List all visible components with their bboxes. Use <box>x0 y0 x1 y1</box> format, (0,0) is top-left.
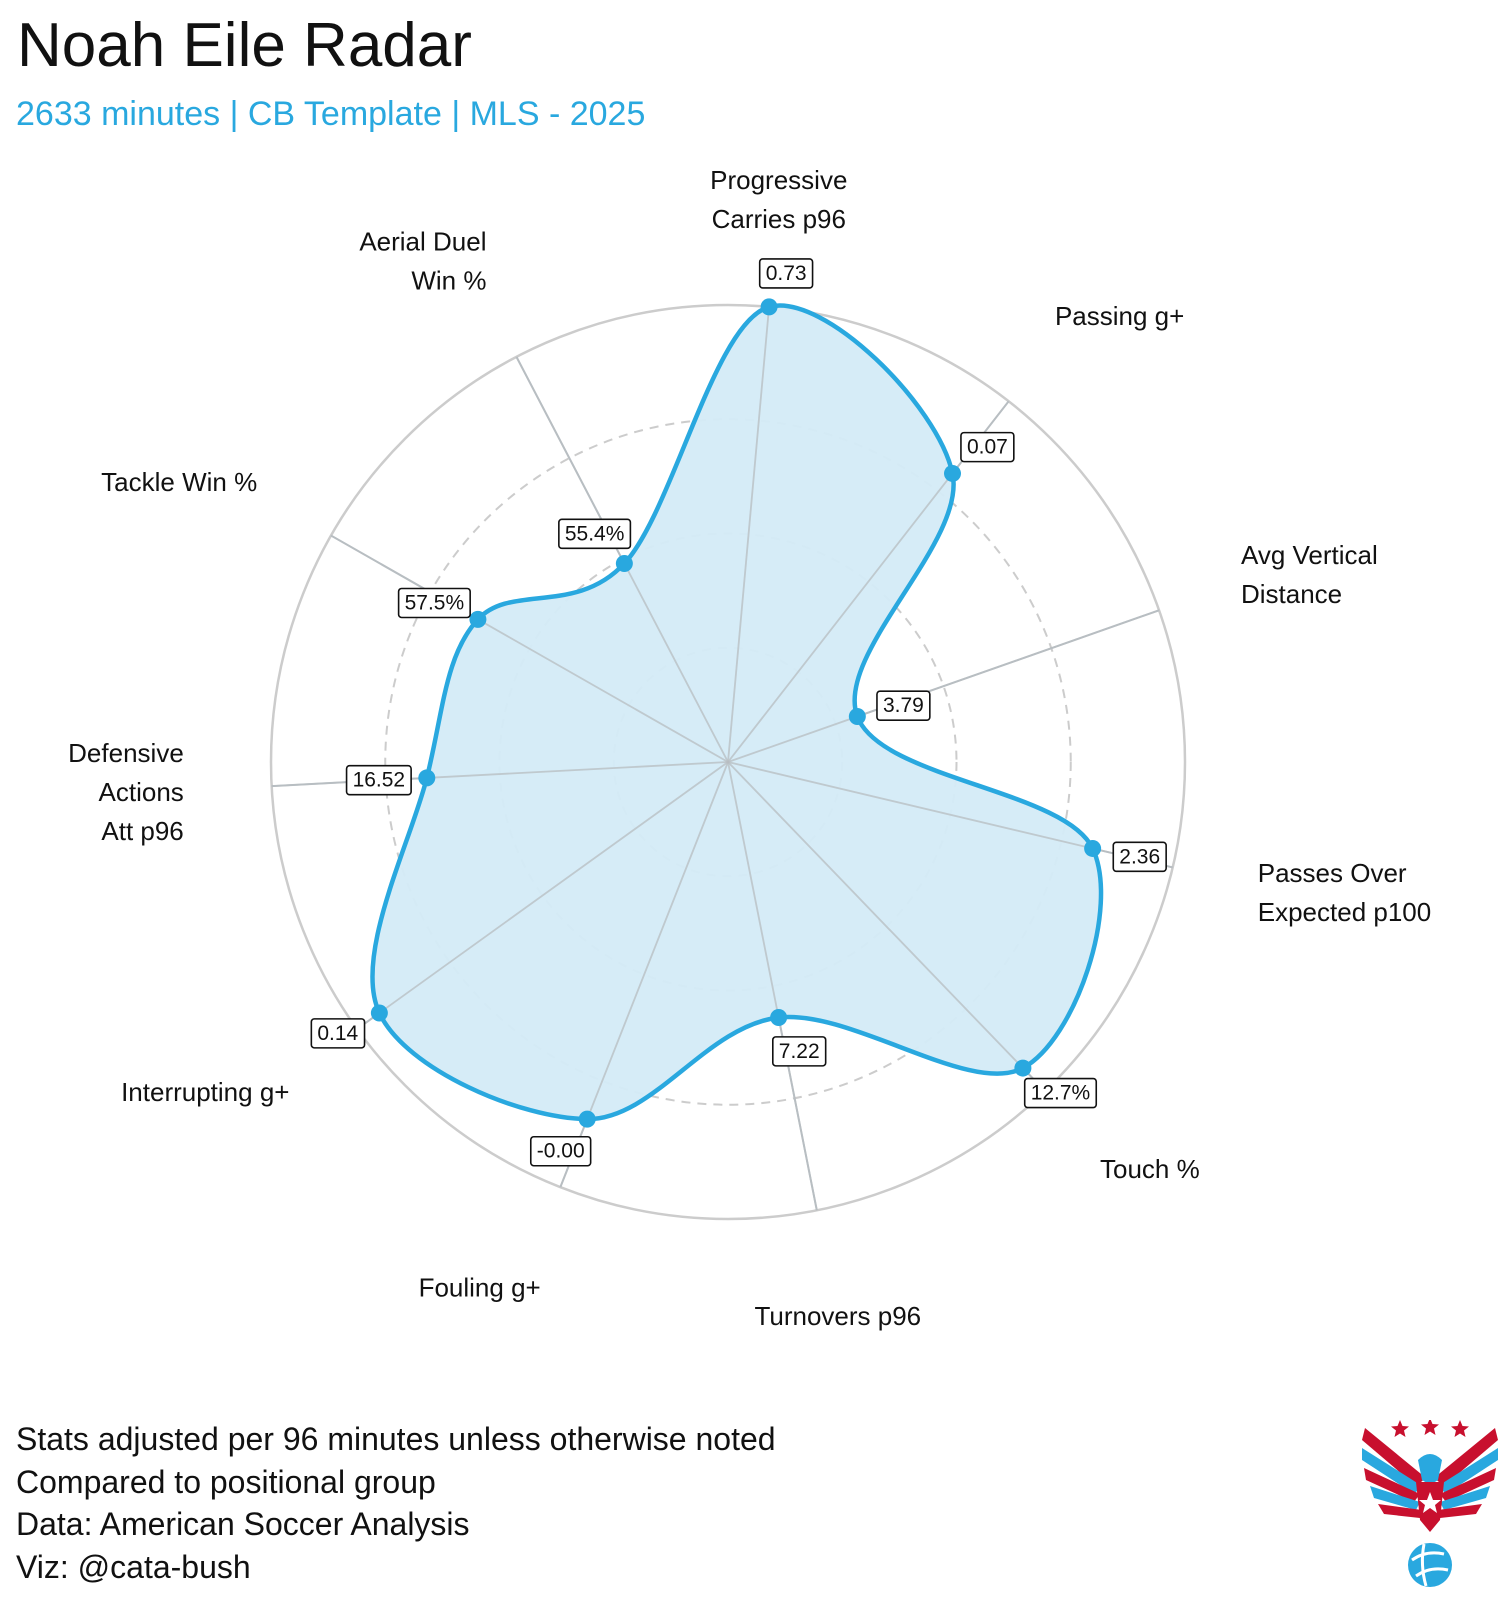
metric-label-line: Fouling g+ <box>419 1273 541 1303</box>
metric-label-line: Avg Vertical <box>1241 540 1378 570</box>
value-label-box <box>558 518 632 550</box>
data-point <box>1014 1059 1032 1077</box>
metric-label-line: Carries p96 <box>712 204 846 234</box>
value-label-box <box>960 431 1015 463</box>
spoke-line-overlay <box>727 761 818 1211</box>
metric-label: Passing g+ <box>1055 301 1184 331</box>
metric-label-line: Att p96 <box>101 816 183 846</box>
value-label-text: 3.79 <box>883 694 924 717</box>
radar-area <box>370 303 1104 1122</box>
star-icon <box>1391 1420 1409 1437</box>
data-point <box>848 707 866 725</box>
star-icon <box>1451 1420 1469 1437</box>
chart-subtitle: 2633 minutes | CB Template | MLS - 2025 <box>16 95 646 133</box>
metric-label: Passes Over Expected p100 <box>1258 858 1431 927</box>
metric-label-line: Progressive <box>710 165 847 195</box>
footnote-line: Stats adjusted per 96 minutes unless oth… <box>16 1421 776 1457</box>
data-point <box>418 769 436 787</box>
metric-label-line: Touch % <box>1100 1154 1200 1184</box>
eagle-soccer-logo-icon <box>1362 1420 1498 1587</box>
metric-label-line: Turnovers p96 <box>754 1301 921 1331</box>
value-label-box <box>876 690 931 721</box>
data-point <box>760 298 778 316</box>
footnote-line: Viz: @cata-bush <box>16 1548 251 1585</box>
value-label-text: 0.07 <box>967 436 1008 459</box>
grid-ring-outer <box>269 303 1187 1221</box>
value-label: 0.07 <box>960 431 1015 463</box>
value-label-text: 57.5% <box>405 591 465 614</box>
value-label-box <box>397 587 471 619</box>
metric-label-line: Win % <box>411 266 486 296</box>
metric-label-line: Passing g+ <box>1055 301 1184 331</box>
metric-label-line: Tackle Win % <box>101 467 257 497</box>
footnote-line: Data: American Soccer Analysis <box>16 1506 470 1542</box>
metric-label-line: Aerial Duel <box>359 227 486 257</box>
value-label-text: 0.14 <box>317 1022 358 1045</box>
value-label: 0.73 <box>758 258 814 289</box>
value-label: 16.52 <box>345 764 412 796</box>
metric-label: Tackle Win % <box>101 467 257 497</box>
metric-label: Touch % <box>1100 1154 1200 1184</box>
value-label-text: 2.36 <box>1119 845 1160 868</box>
value-label: 12.7% <box>1023 1077 1098 1109</box>
metric-label-line: Interrupting g+ <box>121 1077 289 1107</box>
metric-label-line: Distance <box>1241 579 1342 609</box>
left-wing-icon <box>1362 1428 1426 1518</box>
soccer-ball-icon <box>1408 1543 1452 1587</box>
value-label: 57.5% <box>397 587 471 619</box>
value-label: 2.36 <box>1112 841 1167 873</box>
value-label: 7.22 <box>771 1036 827 1067</box>
data-point <box>578 1110 596 1128</box>
value-label-box <box>758 258 814 289</box>
value-label-box <box>1112 841 1167 873</box>
value-label: -0.00 <box>529 1135 592 1167</box>
value-label-box <box>1023 1077 1098 1109</box>
value-label-text: 16.52 <box>353 769 406 792</box>
right-wing-icon <box>1434 1428 1498 1518</box>
metric-label: Fouling g+ <box>419 1273 541 1303</box>
value-label-box <box>310 1018 366 1049</box>
value-label-box <box>771 1036 827 1067</box>
data-point <box>370 1004 388 1022</box>
metric-label: Turnovers p96 <box>754 1301 921 1331</box>
metric-label-line: Actions <box>99 777 184 807</box>
footnote-line: Compared to positional group <box>16 1463 436 1500</box>
spoke-line-overlay <box>330 534 729 763</box>
value-label-text: -0.00 <box>537 1140 585 1163</box>
eagle-head-icon <box>1418 1454 1442 1483</box>
data-point <box>615 554 633 572</box>
metric-label: Defensive Actions Att p96 <box>68 738 184 846</box>
value-label-text: 7.22 <box>779 1040 820 1063</box>
value-label: 3.79 <box>876 690 931 721</box>
value-label-box <box>345 764 412 796</box>
grid-ring <box>384 418 1072 1106</box>
data-point <box>944 464 962 482</box>
metric-label-line: Expected p100 <box>1258 897 1431 927</box>
star-icon <box>1419 1492 1441 1513</box>
metric-label: Progressive Carries p96 <box>710 165 847 234</box>
spoke-line-overlay <box>727 306 770 763</box>
chart-title: Noah Eile Radar <box>17 11 472 80</box>
value-label-box <box>529 1135 592 1167</box>
footnotes: Stats adjusted per 96 minutes unless oth… <box>16 1418 776 1588</box>
spoke-line-overlay <box>356 761 729 1030</box>
data-point <box>770 1009 788 1027</box>
value-label: 55.4% <box>558 518 632 550</box>
spoke-line-overlay <box>727 609 1160 763</box>
value-label-text: 0.73 <box>766 262 807 285</box>
data-point <box>1084 839 1102 857</box>
metric-label: Aerial Duel Win % <box>359 227 486 296</box>
data-point <box>469 610 487 628</box>
metric-label-line: Defensive <box>68 738 184 768</box>
metric-label-line: Passes Over <box>1258 858 1407 888</box>
metric-label: Avg Vertical Distance <box>1241 540 1378 609</box>
value-label-text: 12.7% <box>1031 1082 1091 1105</box>
metric-label: Interrupting g+ <box>121 1077 289 1107</box>
star-icon <box>1421 1420 1439 1435</box>
value-label: 0.14 <box>310 1018 366 1049</box>
spoke-line-overlay <box>727 761 1046 1092</box>
value-label-text: 55.4% <box>565 522 625 545</box>
